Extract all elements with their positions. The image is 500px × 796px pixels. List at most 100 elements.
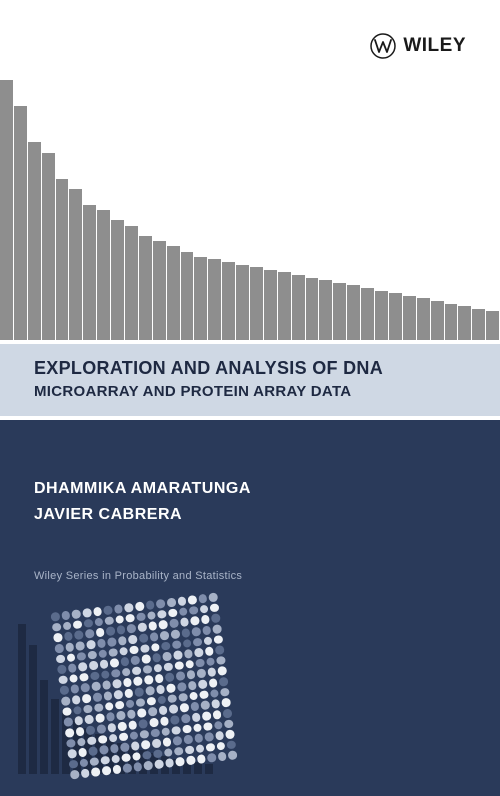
matrix-dot — [117, 721, 127, 731]
matrix-dot — [156, 599, 166, 609]
bottom-left-graphic — [18, 594, 238, 774]
matrix-dot — [138, 719, 148, 729]
matrix-dot — [193, 637, 203, 647]
matrix-dot — [191, 712, 201, 722]
matrix-dot — [104, 616, 114, 626]
matrix-dot — [86, 725, 96, 735]
top-bar-chart — [0, 80, 500, 340]
matrix-dot — [71, 609, 81, 619]
matrix-dot — [170, 629, 180, 639]
matrix-dot — [208, 678, 218, 688]
matrix-dot — [149, 632, 159, 642]
matrix-dot — [128, 720, 138, 730]
matrix-dot — [61, 611, 71, 621]
matrix-dot — [93, 607, 103, 617]
matrix-dot — [185, 745, 195, 755]
matrix-dot — [133, 677, 143, 687]
matrix-dot — [211, 699, 221, 709]
matrix-dot — [111, 669, 121, 679]
matrix-dot — [171, 725, 181, 735]
matrix-dot — [110, 658, 120, 668]
matrix-dot — [100, 670, 110, 680]
matrix-dot — [77, 651, 87, 661]
matrix-dot — [160, 631, 170, 641]
matrix-dot — [84, 715, 94, 725]
top-bar — [28, 142, 41, 340]
matrix-dot — [120, 657, 130, 667]
matrix-dot — [66, 738, 76, 748]
matrix-dot — [135, 601, 145, 611]
matrix-dot — [150, 728, 160, 738]
matrix-dot — [56, 654, 66, 664]
matrix-dot — [62, 621, 72, 631]
matrix-dot — [144, 675, 154, 685]
top-bar — [486, 311, 499, 340]
matrix-dot — [78, 662, 88, 672]
matrix-dot — [103, 691, 113, 701]
dot-matrix-icon — [50, 592, 237, 779]
matrix-dot — [96, 638, 106, 648]
matrix-dot — [211, 613, 221, 623]
top-bar — [236, 265, 249, 340]
top-bar — [403, 296, 416, 340]
matrix-dot — [141, 740, 151, 750]
matrix-dot — [133, 762, 143, 772]
authors-block: DHAMMIKA AMARATUNGA JAVIER CABRERA — [34, 480, 251, 532]
matrix-dot — [174, 661, 184, 671]
bl-bar — [205, 764, 213, 775]
matrix-dot — [124, 603, 134, 613]
matrix-dot — [115, 615, 125, 625]
matrix-dot — [70, 684, 80, 694]
matrix-dot — [198, 594, 208, 604]
author-2: JAVIER CABRERA — [34, 506, 251, 524]
matrix-dot — [75, 641, 85, 651]
matrix-dot — [83, 618, 93, 628]
author-1: DHAMMIKA AMARATUNGA — [34, 480, 251, 498]
matrix-dot — [152, 653, 162, 663]
top-bar — [69, 189, 82, 340]
matrix-dot — [67, 749, 77, 759]
matrix-dot — [204, 732, 214, 742]
matrix-dot — [186, 756, 196, 766]
matrix-dot — [130, 741, 140, 751]
bl-bar — [40, 680, 48, 775]
matrix-dot — [175, 671, 185, 681]
title-line-1: EXPLORATION AND ANALYSIS OF DNA — [34, 358, 490, 379]
matrix-dot — [137, 623, 147, 633]
matrix-dot — [126, 613, 136, 623]
matrix-dot — [145, 600, 155, 610]
matrix-dot — [187, 595, 197, 605]
title-line-2: MICROARRAY AND PROTEIN ARRAY DATA — [34, 383, 490, 400]
top-bar — [445, 304, 458, 340]
matrix-dot — [106, 712, 116, 722]
matrix-dot — [78, 748, 88, 758]
matrix-dot — [65, 642, 75, 652]
matrix-dot — [132, 666, 142, 676]
matrix-dot — [228, 751, 238, 761]
matrix-dot — [215, 645, 225, 655]
matrix-dot — [127, 624, 137, 634]
matrix-dot — [106, 626, 116, 636]
matrix-dot — [220, 687, 230, 697]
matrix-dot — [87, 650, 97, 660]
matrix-dot — [109, 744, 119, 754]
matrix-dot — [207, 753, 217, 763]
bl-bar — [29, 645, 37, 774]
matrix-dot — [150, 642, 160, 652]
top-bar — [264, 270, 277, 340]
publisher-logo: WILEY — [369, 32, 466, 60]
matrix-dot — [90, 757, 100, 767]
matrix-dot — [100, 756, 110, 766]
matrix-dot — [183, 649, 193, 659]
matrix-dot — [115, 700, 125, 710]
matrix-dot — [123, 678, 133, 688]
matrix-dot — [158, 706, 168, 716]
matrix-dot — [102, 680, 112, 690]
matrix-dot — [87, 736, 97, 746]
matrix-dot — [212, 710, 222, 720]
matrix-dot — [121, 753, 131, 763]
matrix-dot — [206, 657, 216, 667]
top-bar — [0, 80, 13, 340]
matrix-dot — [90, 671, 100, 681]
matrix-dot — [166, 683, 176, 693]
